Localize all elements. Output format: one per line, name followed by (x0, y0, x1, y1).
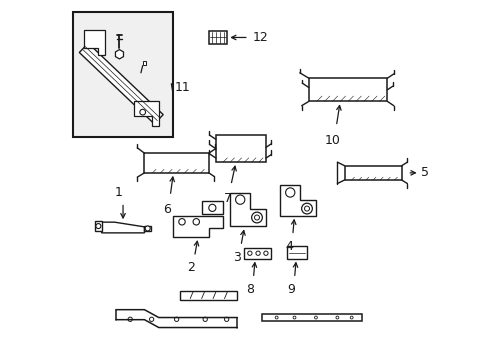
Text: 10: 10 (324, 134, 340, 147)
Circle shape (301, 203, 312, 214)
Text: 7: 7 (224, 192, 232, 205)
Polygon shape (102, 222, 144, 233)
Circle shape (335, 316, 338, 319)
Circle shape (208, 204, 216, 211)
Text: 3: 3 (233, 251, 241, 264)
Circle shape (140, 109, 145, 115)
Circle shape (224, 317, 228, 321)
Text: 11: 11 (175, 81, 190, 94)
Circle shape (128, 317, 132, 321)
Circle shape (251, 212, 262, 223)
Circle shape (304, 206, 309, 211)
Circle shape (255, 251, 260, 255)
Polygon shape (208, 31, 227, 44)
Text: 4: 4 (285, 240, 292, 253)
Circle shape (96, 224, 101, 229)
Text: 1: 1 (115, 186, 122, 199)
Polygon shape (244, 248, 271, 258)
Text: 12: 12 (252, 31, 267, 44)
Circle shape (193, 219, 199, 225)
Polygon shape (134, 102, 159, 126)
Text: 6: 6 (163, 203, 171, 216)
Circle shape (285, 188, 294, 197)
Polygon shape (142, 62, 146, 65)
Polygon shape (95, 221, 102, 231)
Circle shape (247, 251, 251, 255)
Polygon shape (287, 246, 306, 258)
Circle shape (145, 226, 150, 231)
Polygon shape (308, 78, 386, 102)
Text: 9: 9 (286, 283, 294, 296)
Polygon shape (79, 43, 163, 124)
Polygon shape (173, 216, 223, 237)
Circle shape (203, 317, 207, 321)
Polygon shape (344, 166, 401, 180)
Text: 8: 8 (245, 283, 253, 296)
Polygon shape (83, 30, 105, 55)
Circle shape (292, 316, 295, 319)
Bar (73, 12, 173, 137)
Polygon shape (230, 193, 265, 226)
Circle shape (179, 219, 185, 225)
Circle shape (235, 195, 244, 204)
Circle shape (275, 316, 278, 319)
Circle shape (149, 317, 153, 321)
Polygon shape (180, 291, 237, 300)
Text: 2: 2 (186, 261, 194, 274)
Polygon shape (144, 226, 151, 231)
Circle shape (254, 215, 259, 220)
Polygon shape (280, 185, 315, 216)
Polygon shape (144, 153, 208, 173)
Circle shape (174, 317, 179, 321)
Circle shape (263, 251, 267, 255)
Circle shape (314, 316, 317, 319)
Polygon shape (262, 314, 362, 321)
Polygon shape (216, 135, 265, 162)
Text: 5: 5 (421, 166, 428, 179)
Circle shape (349, 316, 352, 319)
Polygon shape (201, 202, 223, 214)
